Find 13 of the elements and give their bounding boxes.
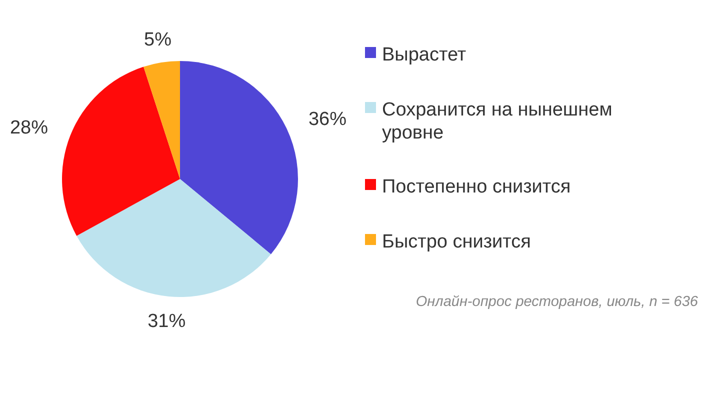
data-label: 36% [308,109,347,130]
legend-label: Постепенно снизится [382,176,571,198]
legend-label: Сохранится на нынешнем уровне [382,100,612,144]
pie-slice [180,61,298,254]
legend-label: Вырастет [382,44,466,66]
text: Онлайн-опрос ресторанов, июль, n = 636 [416,294,699,310]
legend-label: Быстро снизится [382,232,531,253]
data-label: 31% [148,311,186,332]
pie-slice [144,61,180,179]
data-label: 5% [144,29,172,50]
pie-slice [62,66,180,236]
data-label: 28% [10,117,48,138]
pie-slice [76,179,271,297]
